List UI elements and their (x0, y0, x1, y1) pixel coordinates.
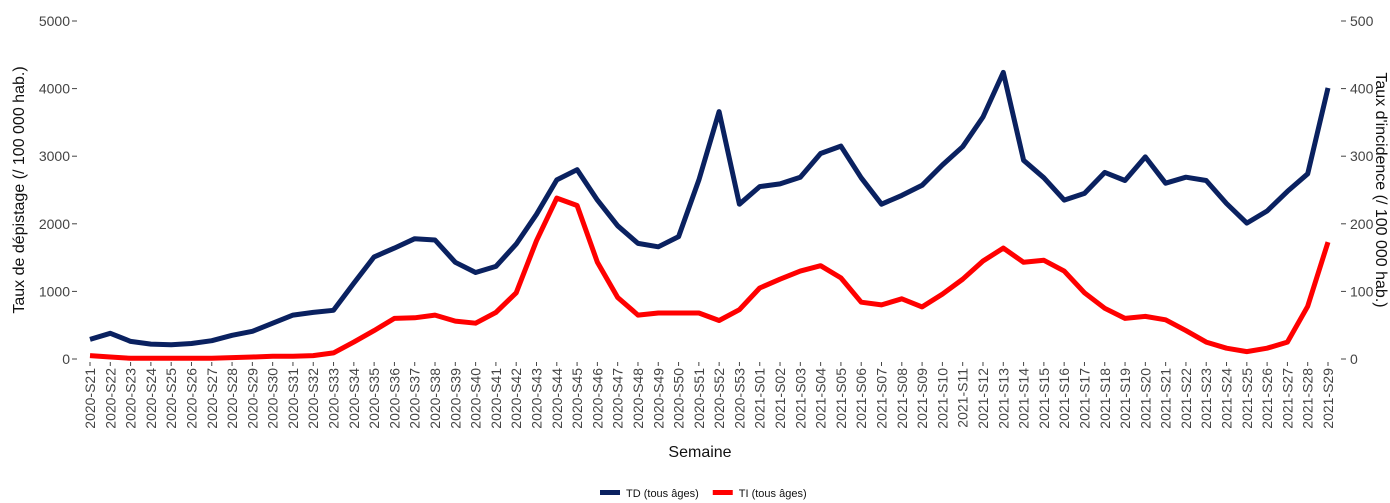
y-axis-label: Taux de dépistage (/ 100 000 hab.) (11, 66, 28, 313)
legend-swatch (712, 490, 733, 495)
x-tick-label: 2020-S37 (407, 368, 423, 429)
legend-swatch (600, 490, 620, 495)
x-tick-label: 2020-S52 (711, 368, 727, 429)
x-tick-label: 2020-S34 (346, 368, 362, 429)
y2-tick-label: 300 (1350, 148, 1374, 164)
x-tick-label: 2021-S23 (1198, 368, 1214, 429)
x-tick-label: 2020-S23 (123, 368, 139, 429)
x-tick-label: 2020-S50 (671, 368, 687, 429)
x-tick-label: 2020-S24 (143, 368, 159, 429)
x-tick-label: 2020-S38 (427, 368, 443, 429)
x-tick-label: 2021-S24 (1219, 368, 1235, 429)
x-axis-label: Semaine (668, 444, 731, 461)
x-tick-label: 2021-S13 (995, 368, 1011, 429)
x-tick-label: 2021-S26 (1259, 368, 1275, 429)
x-tick-label: 2021-S19 (1117, 368, 1133, 429)
x-tick-label: 2021-S27 (1279, 368, 1295, 429)
y2-axis-label: Taux d'incidence (/ 100 000 hab.) (1372, 72, 1389, 307)
x-tick-label: 2020-S53 (731, 368, 747, 429)
x-tick-label: 2020-S22 (102, 368, 118, 429)
x-tick-label: 2020-S51 (691, 368, 707, 429)
x-tick-label: 2020-S36 (386, 368, 402, 429)
x-tick-label: 2021-S08 (894, 368, 910, 429)
legend-label: TD (tous âges) (626, 488, 699, 500)
x-tick-label: 2021-S14 (1016, 368, 1032, 429)
x-tick-label: 2021-S15 (1036, 368, 1052, 429)
x-tick-label: 2021-S29 (1320, 368, 1336, 429)
x-tick-label: 2020-S49 (650, 368, 666, 429)
y2-tick-label: 0 (1350, 351, 1358, 367)
x-tick-label: 2021-S22 (1178, 368, 1194, 429)
x-tick-label: 2020-S47 (610, 368, 626, 429)
x-tick-label: 2020-S45 (569, 368, 585, 429)
x-tick-label: 2020-S28 (224, 368, 240, 429)
x-tick-label: 2021-S16 (1056, 368, 1072, 429)
x-tick-label: 2021-S25 (1239, 368, 1255, 429)
x-tick-label: 2020-S48 (630, 368, 646, 429)
x-tick-label: 2020-S40 (468, 368, 484, 429)
x-tick-label: 2020-S43 (528, 368, 544, 429)
x-tick-label: 2021-S18 (1097, 368, 1113, 429)
y-tick-label: 3000 (39, 148, 70, 164)
x-tick-label: 2021-S17 (1076, 368, 1092, 429)
y2-tick-label: 200 (1350, 216, 1374, 232)
y2-tick-label: 100 (1350, 283, 1374, 299)
x-tick-label: 2020-S21 (82, 368, 98, 429)
x-tick-label: 2020-S25 (163, 368, 179, 429)
x-tick-label: 2021-S04 (813, 368, 829, 429)
x-tick-label: 2021-S03 (792, 368, 808, 429)
x-tick-label: 2021-S06 (853, 368, 869, 429)
x-tick-label: 2020-S35 (366, 368, 382, 429)
x-tick-label: 2021-S21 (1158, 368, 1174, 429)
series-line (89, 195, 1331, 361)
x-tick-label: 2020-S32 (305, 368, 321, 429)
x-tick-label: 2020-S26 (183, 368, 199, 429)
x-tick-label: 2020-S29 (244, 368, 260, 429)
x-tick-label: 2020-S33 (326, 368, 342, 429)
x-tick-label: 2021-S10 (934, 368, 950, 429)
y-tick-label: 1000 (39, 283, 70, 299)
legend-label: TI (tous âges) (739, 488, 807, 500)
x-tick-label: 2020-S30 (265, 368, 281, 429)
x-tick-label: 2020-S31 (285, 368, 301, 429)
y-tick-label: 0 (62, 351, 70, 367)
y-tick-label: 5000 (39, 13, 70, 29)
x-tick-label: 2020-S44 (549, 368, 565, 429)
x-tick-label: 2021-S05 (833, 368, 849, 429)
y2-tick-label: 400 (1350, 81, 1374, 97)
y-tick-label: 4000 (39, 81, 70, 97)
x-tick-label: 2020-S39 (447, 368, 463, 429)
x-tick-label: 2021-S09 (914, 368, 930, 429)
x-tick-label: 2021-S01 (752, 368, 768, 429)
x-tick-label: 2021-S20 (1137, 368, 1153, 429)
y-tick-label: 2000 (39, 216, 70, 232)
x-tick-label: 2021-S07 (874, 368, 890, 429)
x-tick-label: 2021-S12 (975, 368, 991, 429)
x-tick-label: 2021-S11 (955, 368, 971, 428)
x-tick-label: 2021-S02 (772, 368, 788, 429)
x-tick-label: 2020-S42 (508, 368, 524, 429)
series-line (89, 69, 1331, 348)
y2-tick-label: 500 (1350, 13, 1374, 29)
x-tick-label: 2020-S46 (589, 368, 605, 429)
x-tick-label: 2020-S41 (488, 368, 504, 429)
x-tick-label: 2020-S27 (204, 368, 220, 429)
x-tick-label: 2021-S28 (1300, 368, 1316, 429)
